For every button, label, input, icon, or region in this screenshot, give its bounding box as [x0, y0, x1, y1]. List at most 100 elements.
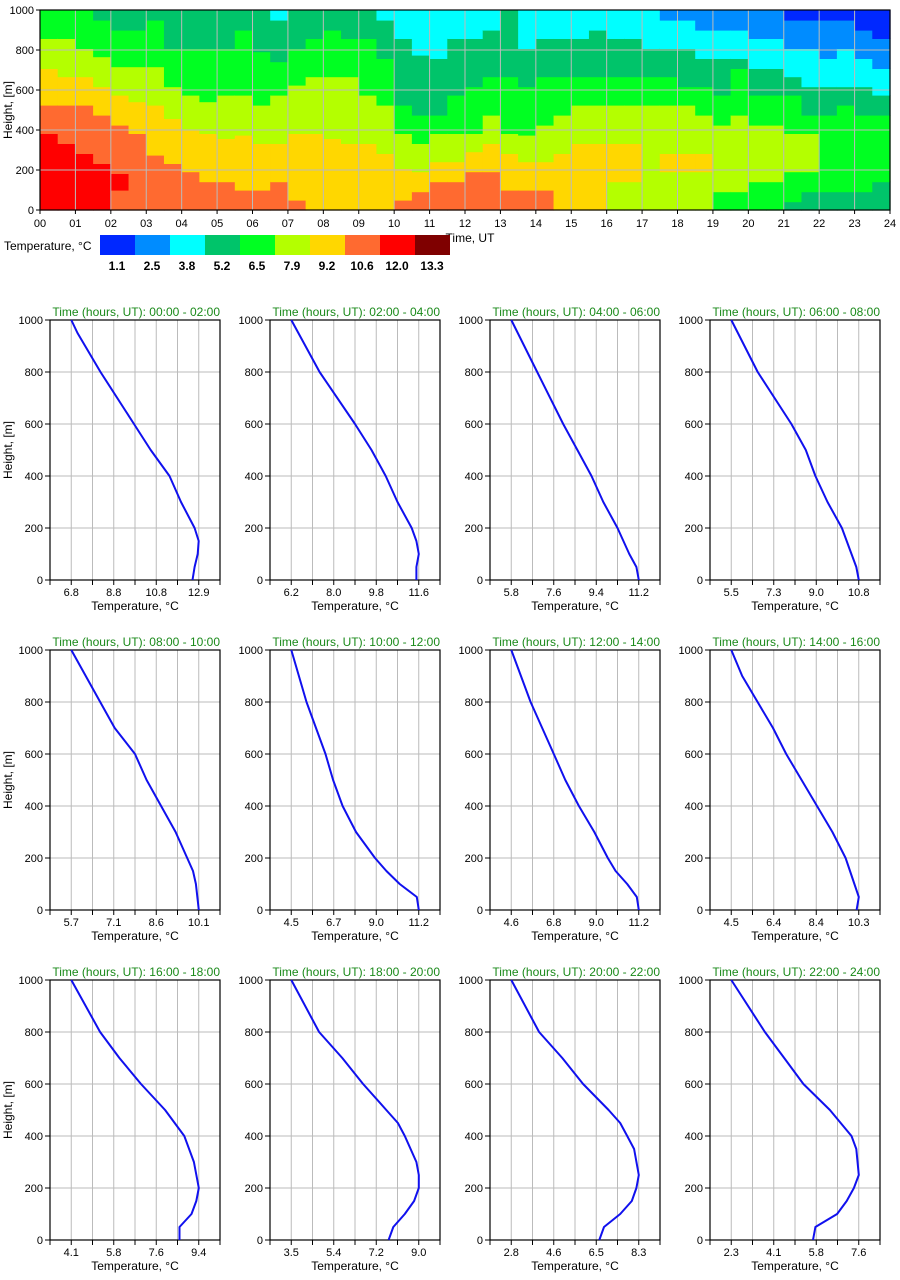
x-tick-label: 10.8	[848, 587, 869, 599]
heatmap-cell	[181, 130, 200, 173]
heatmap-cell	[836, 191, 856, 211]
x-tick-label: 3.5	[284, 1247, 299, 1259]
profile-title: Time (hours, UT): 14:00 - 16:00	[712, 635, 880, 649]
heatmap-cell	[801, 10, 820, 21]
y-tick-label: 400	[465, 471, 483, 483]
heatmap-cell	[199, 181, 218, 211]
heatmap-cell	[75, 48, 94, 78]
heatmap-cell	[588, 143, 608, 211]
y-tick-label: 400	[245, 471, 263, 483]
x-tick-label: 12.9	[188, 587, 209, 599]
y-tick-label: 1000	[679, 645, 703, 657]
heatmap-cell	[695, 115, 714, 154]
temperature-profile-line	[730, 319, 860, 581]
heatmap-cell	[57, 38, 77, 78]
heatmap-cell	[712, 191, 732, 211]
heatmap-cell	[128, 10, 147, 31]
y-tick-label: 400	[245, 801, 263, 813]
heatmap-cell	[234, 190, 254, 211]
x-axis-label: Temperature, °C	[751, 599, 839, 613]
x-tick-label: 5.8	[809, 1247, 824, 1259]
x-tick-label: 16	[601, 218, 613, 230]
temperature-profile-line	[510, 319, 640, 581]
y-tick-label: 400	[465, 801, 483, 813]
y-tick-label: 800	[245, 697, 263, 709]
profile-panel: 4.5 6.7 9.0 11.2 0 200 400 600 800 1000 Time (hour…	[239, 635, 441, 943]
heatmap-cell	[695, 171, 714, 211]
heatmap-cell	[305, 133, 324, 211]
heatmap-cell	[819, 86, 838, 116]
heatmap-cell	[411, 55, 431, 116]
heatmap-cell	[323, 10, 342, 31]
heatmap-cell	[465, 86, 484, 134]
heatmap-cell	[659, 76, 679, 106]
heatmap-cell	[500, 76, 519, 134]
y-tick-label: 1000	[10, 5, 34, 17]
heatmap-cell	[500, 10, 519, 78]
heatmap-cell	[872, 115, 891, 183]
heatmap-cell	[411, 10, 431, 56]
heatmap-cell	[677, 10, 696, 21]
heatmap-cell	[411, 143, 431, 173]
heatmap-cell	[624, 38, 643, 78]
y-tick-label: 0	[37, 905, 43, 917]
heatmap-cell	[163, 118, 183, 164]
x-tick-label: 00	[34, 218, 46, 230]
x-tick-label: 9.0	[809, 587, 824, 599]
heatmap-cell	[270, 10, 289, 21]
heatmap-cell	[730, 30, 749, 59]
heatmap-cell	[93, 115, 112, 164]
legend-swatch	[100, 235, 135, 255]
heatmap-cell	[199, 48, 218, 103]
heatmap-cell	[518, 10, 537, 49]
y-tick-label: 800	[465, 697, 483, 709]
x-tick-label: 13	[494, 218, 506, 230]
profile-title: Time (hours, UT): 12:00 - 14:00	[492, 635, 660, 649]
x-tick-label: 22	[813, 218, 825, 230]
heatmap-cell	[518, 86, 537, 136]
heatmap-cell	[801, 191, 820, 211]
y-tick-label: 800	[685, 367, 703, 379]
y-tick-label: 0	[697, 1235, 703, 1247]
heatmap-cell	[358, 38, 378, 96]
heatmap-cell	[411, 171, 431, 193]
heatmap-cell	[766, 181, 785, 211]
heatmap-cell	[819, 58, 838, 88]
heatmap-cell	[766, 10, 785, 39]
heatmap-cell	[376, 153, 395, 211]
heatmap-cell	[447, 161, 466, 183]
legend-swatch	[240, 235, 275, 255]
x-tick-label: 08	[317, 218, 329, 230]
heatmap-cell	[305, 76, 324, 134]
y-axis-label: Height, [m]	[1, 1081, 15, 1139]
profile-panel: 2.3 4.1 5.8 7.6 0 200 400 600 800 1000 Time (hours…	[679, 965, 881, 1273]
x-tick-label: 6.8	[546, 917, 561, 929]
x-axis-label: Temperature, °C	[751, 1259, 839, 1273]
heatmap-cell	[783, 201, 803, 211]
heatmap-cell	[146, 155, 165, 211]
heatmap-cell	[181, 48, 200, 96]
heatmap-cell	[93, 163, 112, 211]
heatmap-cell	[40, 133, 59, 211]
heatmap-cell	[606, 76, 625, 106]
heatmap-cell	[323, 138, 342, 211]
heatmap-cell	[234, 135, 254, 191]
heatmap-cell	[588, 76, 608, 106]
heatmap-cell	[766, 38, 785, 69]
heatmap-cell	[40, 68, 59, 106]
legend-level-label: 12.0	[385, 259, 409, 273]
y-tick-label: 400	[685, 471, 703, 483]
heatmap-cell	[571, 76, 590, 106]
x-tick-label: 7.6	[149, 1247, 164, 1259]
profile-panel: 5.8 7.6 9.4 11.2 0 200 400 600 800 1000 Time (hour…	[459, 305, 661, 613]
x-tick-label: 8.6	[149, 917, 164, 929]
heatmap-cell	[358, 10, 378, 39]
x-tick-label: 2.8	[504, 1247, 519, 1259]
y-tick-label: 0	[697, 575, 703, 587]
x-tick-label: 4.1	[766, 1247, 781, 1259]
heatmap-cell	[341, 10, 360, 39]
heatmap-cell	[181, 171, 200, 211]
y-tick-label: 600	[245, 749, 263, 761]
x-tick-label: 4.5	[724, 917, 739, 929]
x-tick-label: 17	[636, 218, 648, 230]
